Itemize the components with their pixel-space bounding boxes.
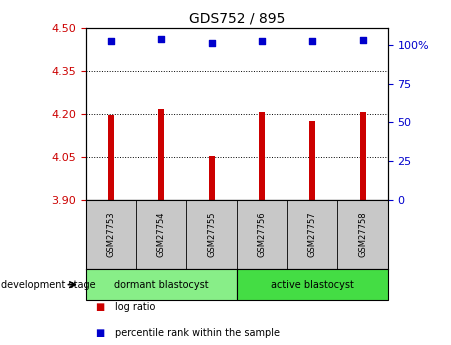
Bar <box>86 269 237 300</box>
Point <box>158 36 165 41</box>
Bar <box>359 111 366 200</box>
Text: dormant blastocyst: dormant blastocyst <box>114 280 208 289</box>
Point <box>309 38 316 43</box>
Text: GSM27758: GSM27758 <box>358 212 367 257</box>
Bar <box>237 269 388 300</box>
Point <box>208 41 215 46</box>
Text: active blastocyst: active blastocyst <box>271 280 354 289</box>
Text: ■: ■ <box>95 328 104 338</box>
Point <box>258 38 266 43</box>
Point <box>107 38 115 43</box>
Bar <box>309 121 315 200</box>
Point <box>359 37 366 42</box>
Text: log ratio: log ratio <box>115 302 156 312</box>
Text: GSM27757: GSM27757 <box>308 212 317 257</box>
Text: GSM27754: GSM27754 <box>157 212 166 257</box>
Text: ■: ■ <box>95 302 104 312</box>
Text: GSM27755: GSM27755 <box>207 212 216 257</box>
Text: GSM27753: GSM27753 <box>106 212 115 257</box>
Bar <box>208 156 215 200</box>
Text: development stage: development stage <box>1 280 96 289</box>
Text: GSM27756: GSM27756 <box>258 212 267 257</box>
Title: GDS752 / 895: GDS752 / 895 <box>189 11 285 25</box>
Bar <box>158 109 164 200</box>
Bar <box>259 111 265 200</box>
Text: percentile rank within the sample: percentile rank within the sample <box>115 328 280 338</box>
Bar <box>108 115 114 200</box>
